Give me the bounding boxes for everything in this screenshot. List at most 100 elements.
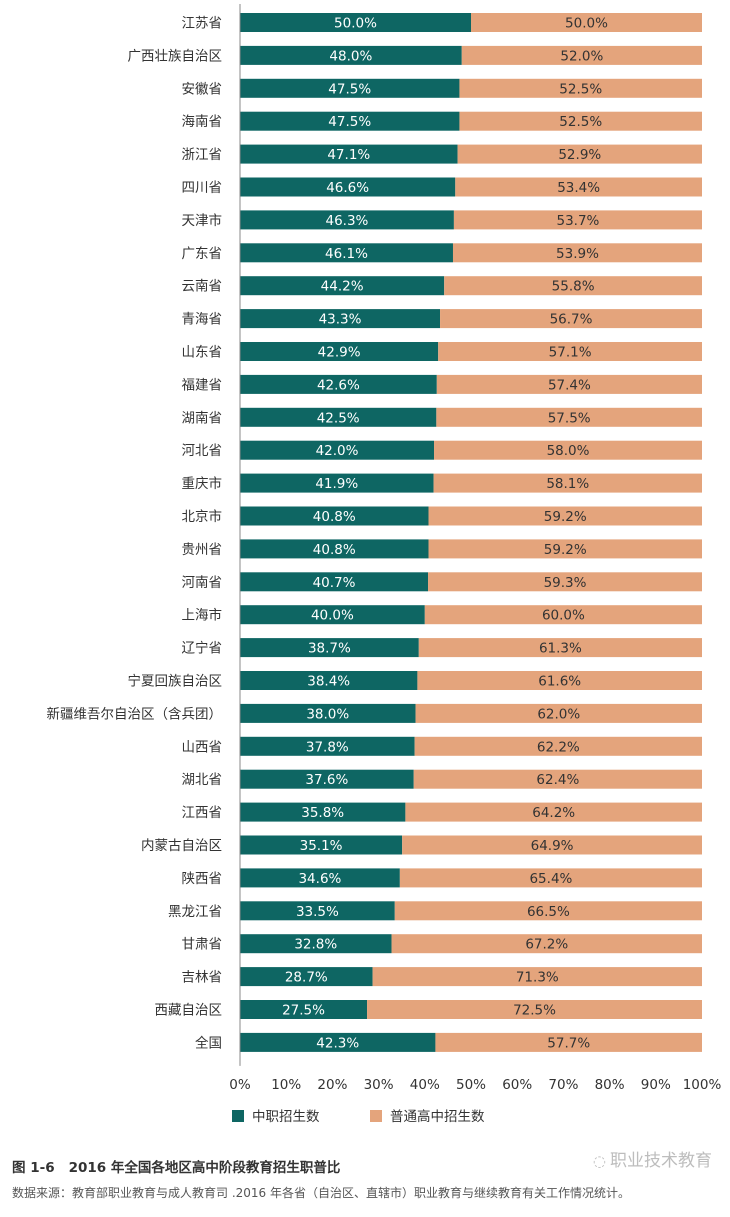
legend-swatch-general [370, 1110, 382, 1122]
data-label-vocational: 40.8% [313, 542, 356, 558]
data-label-vocational: 42.6% [317, 377, 360, 393]
bar-segment-general [438, 342, 702, 361]
bar-segment-general [413, 769, 702, 789]
bar-segment-vocational [240, 506, 429, 526]
data-label-vocational: 37.8% [306, 739, 349, 755]
legend-swatch-vocational [232, 1110, 244, 1122]
data-label-general: 52.5% [559, 114, 602, 130]
category-label: 西藏自治区 [155, 1003, 223, 1019]
data-label-vocational: 47.5% [328, 81, 371, 97]
category-label: 甘肃省 [182, 937, 223, 953]
bar-segment-vocational [240, 13, 471, 32]
bar-segment-general [457, 144, 702, 164]
x-tick-label: 50% [456, 1077, 486, 1093]
category-label: 内蒙古自治区 [141, 838, 222, 854]
data-label-general: 53.9% [556, 246, 599, 262]
category-label: 天津市 [182, 212, 223, 229]
wechat-icon: ◌ [592, 1152, 606, 1170]
bar-segment-general [415, 703, 702, 723]
x-tick-label: 90% [641, 1077, 671, 1093]
x-tick-label: 60% [502, 1077, 532, 1093]
category-label: 北京市 [182, 508, 223, 525]
bar-segment-general [372, 967, 702, 987]
category-label: 海南省 [182, 114, 223, 130]
data-label-vocational: 46.6% [326, 180, 369, 196]
data-label-general: 53.4% [557, 180, 600, 196]
legend-label-vocational: 中职招生数 [252, 1109, 320, 1125]
data-label-general: 52.0% [560, 48, 603, 64]
x-tick-label: 100% [683, 1077, 722, 1093]
data-label-vocational: 38.4% [307, 674, 350, 690]
bar-segment-vocational [240, 407, 437, 427]
data-label-general: 61.6% [538, 674, 581, 690]
category-label: 湖北省 [182, 772, 223, 788]
bar-segment-vocational [240, 868, 400, 888]
bar-segment-general [440, 309, 702, 329]
bar-segment-general [452, 243, 702, 263]
data-label-vocational: 32.8% [294, 937, 337, 953]
bar-segment-vocational [240, 572, 429, 592]
x-tick-label: 10% [271, 1077, 301, 1093]
bar-segment-general [414, 736, 702, 756]
bar-segment-vocational [240, 901, 395, 921]
data-label-vocational: 28.7% [285, 970, 328, 986]
bar-segment-general [418, 638, 702, 658]
data-label-general: 58.1% [546, 476, 589, 492]
category-label: 广东省 [182, 246, 223, 262]
data-label-general: 52.9% [558, 147, 601, 163]
data-label-vocational: 34.6% [298, 871, 341, 887]
category-label: 贵州省 [182, 542, 223, 558]
data-label-vocational: 42.0% [316, 443, 359, 459]
category-label: 山东省 [182, 345, 223, 361]
data-label-vocational: 41.9% [315, 476, 358, 492]
bar-segment-vocational [240, 967, 373, 987]
data-label-general: 57.4% [548, 377, 591, 393]
data-label-vocational: 40.8% [313, 509, 356, 525]
data-label-vocational: 48.0% [329, 48, 372, 64]
legend-label-general: 普通高中招生数 [390, 1108, 485, 1125]
bar-segment-general [436, 374, 702, 394]
data-label-vocational: 43.3% [319, 312, 362, 328]
figure-number: 图 1-6 [12, 1160, 55, 1176]
bar-segment-general [424, 605, 702, 625]
category-label: 黑龙江省 [168, 904, 222, 920]
category-label: 青海省 [182, 312, 223, 328]
bar-segment-general [391, 934, 702, 954]
data-label-general: 65.4% [529, 871, 572, 887]
x-tick-label: 40% [410, 1077, 440, 1093]
category-label: 江苏省 [182, 16, 223, 32]
bar-segment-general [436, 407, 702, 427]
category-label: 山西省 [182, 739, 223, 755]
bar-segment-vocational [240, 638, 419, 658]
bar-segment-vocational [240, 539, 429, 559]
figure-title: 2016 年全国各地区高中阶段教育招生职普比 [68, 1160, 341, 1176]
bar-segment-vocational [240, 835, 403, 855]
bar-segment-vocational [240, 703, 416, 723]
data-label-general: 50.0% [565, 16, 608, 32]
bar-segment-vocational [240, 309, 441, 329]
data-label-vocational: 47.5% [328, 114, 371, 130]
data-label-vocational: 33.5% [296, 904, 339, 920]
bar-segment-vocational [240, 769, 414, 789]
bar-segment-vocational [240, 374, 437, 394]
bar-segment-general [367, 1000, 702, 1019]
data-label-general: 67.2% [525, 937, 568, 953]
bar-segment-general [428, 572, 702, 592]
bar-segment-vocational [240, 934, 392, 954]
data-label-general: 59.3% [544, 575, 587, 591]
data-label-vocational: 42.3% [316, 1035, 359, 1051]
data-label-vocational: 35.8% [301, 805, 344, 821]
data-label-general: 64.9% [531, 838, 574, 854]
bar-segment-vocational [240, 802, 406, 822]
category-label: 河北省 [182, 443, 223, 459]
bar-segment-general [405, 802, 702, 822]
bar-segment-general [428, 506, 702, 526]
category-label: 河南省 [182, 575, 223, 591]
category-label: 全国 [195, 1034, 222, 1051]
bar-segment-general [461, 45, 702, 65]
category-label: 福建省 [182, 377, 223, 393]
data-label-vocational: 46.1% [325, 246, 368, 262]
bar-segment-general [428, 539, 702, 559]
bar-segment-general [399, 868, 702, 888]
bar-segment-general [402, 835, 702, 855]
